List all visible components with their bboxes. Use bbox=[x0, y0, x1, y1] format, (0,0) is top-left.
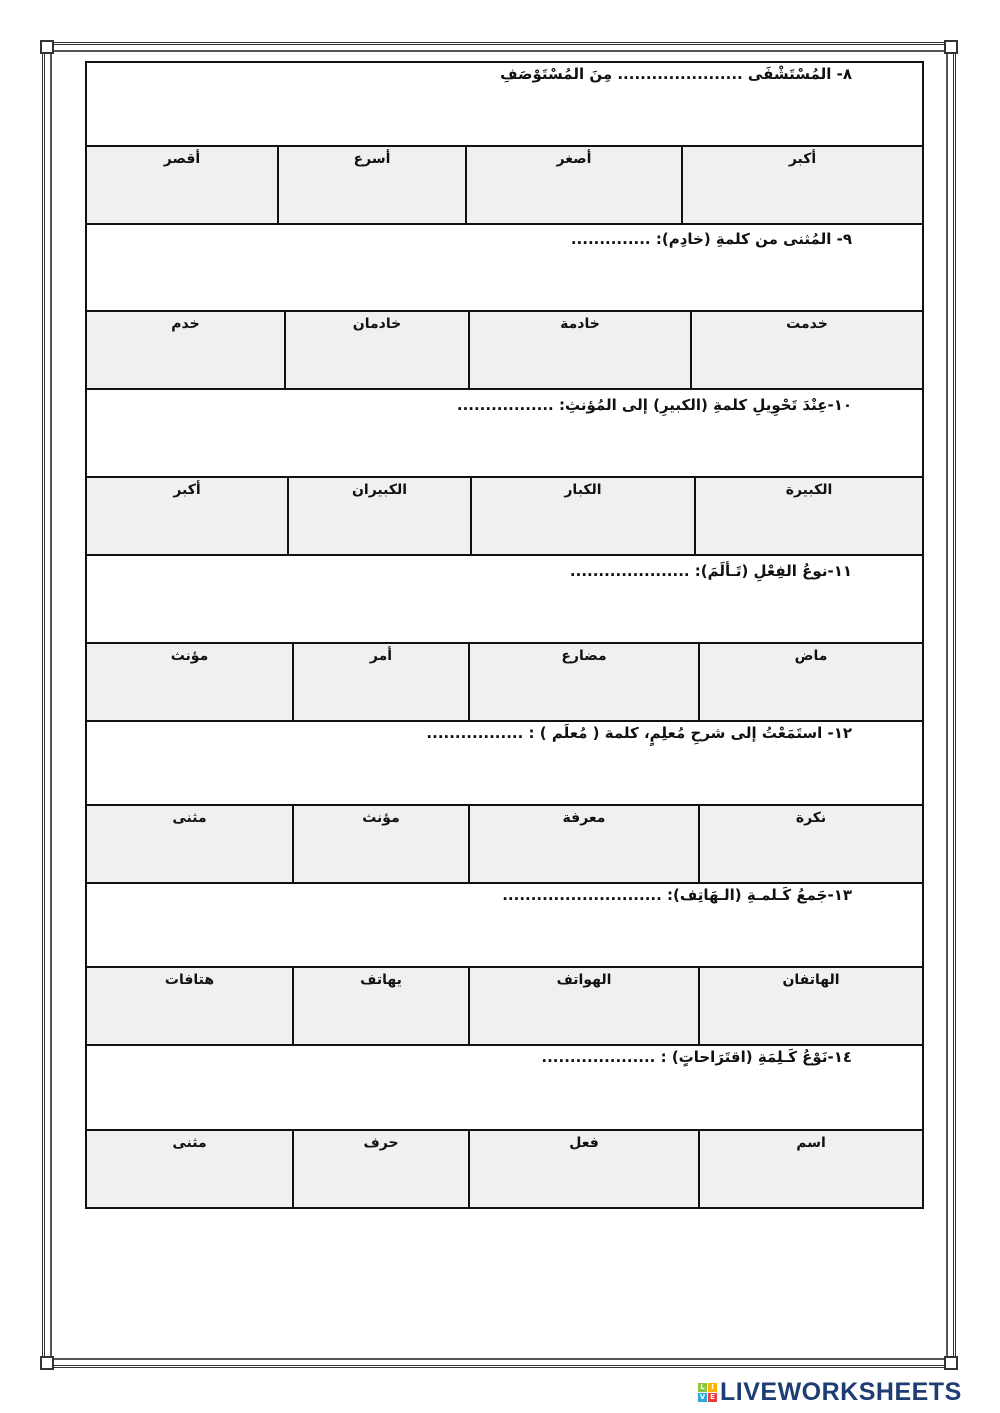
page-border bbox=[42, 42, 956, 1368]
option[interactable]: معرفة bbox=[468, 806, 698, 882]
options-row-11: ماض مضارع أمر مؤنث bbox=[87, 642, 922, 722]
option[interactable]: خادمان bbox=[284, 312, 468, 388]
option[interactable]: مؤنث bbox=[292, 806, 468, 882]
option[interactable]: ماض bbox=[698, 644, 922, 720]
question-14: ١٤-نَوْعُ كَـلِمَةِ (اقتَرَاحاتٍ) : ....… bbox=[87, 1046, 922, 1129]
logo-letter: I bbox=[708, 1383, 717, 1392]
brand-name: LIVEWORKSHEETS bbox=[720, 1378, 962, 1406]
options-row-13: الهاتفان الهواتف يهاتف هتافات bbox=[87, 966, 922, 1046]
option[interactable]: اسم bbox=[698, 1131, 922, 1207]
logo-mark-icon: L I V E bbox=[698, 1383, 717, 1402]
option[interactable]: أسرع bbox=[277, 147, 465, 223]
option[interactable]: أكبر bbox=[681, 147, 922, 223]
logo-letter: L bbox=[698, 1383, 707, 1392]
option[interactable]: مؤنث bbox=[170, 648, 209, 664]
worksheet-table: ٨- المُسْتَشْفَى ...................... … bbox=[85, 61, 924, 1209]
options-row-9: خدمت خادمة خادمان خدم bbox=[87, 310, 922, 390]
option[interactable]: أقصر bbox=[163, 151, 201, 167]
option[interactable]: الكبار bbox=[470, 478, 694, 554]
corner-ornament bbox=[944, 40, 958, 54]
corner-ornament bbox=[944, 1356, 958, 1370]
logo-letter: V bbox=[698, 1393, 707, 1402]
question-9: ٩- المُثنى من كلمةِ (خادِم): ...........… bbox=[87, 228, 922, 311]
question-text: ٨- المُسْتَشْفَى ...................... … bbox=[500, 65, 852, 83]
question-10: ١٠-عِنْدَ تَحْوِيلِ كلمةِ (الكبيرِ) إلى … bbox=[87, 394, 922, 477]
option[interactable]: فعل bbox=[468, 1131, 698, 1207]
liveworksheets-logo: L I V E LIVEWORKSHEETS bbox=[698, 1378, 962, 1407]
option[interactable]: خدم bbox=[171, 316, 200, 332]
question-text: ١٢- استَمَعْتُ إلى شرحِ مُعلِمٍ، كلمة ( … bbox=[426, 724, 852, 742]
question-8: ٨- المُسْتَشْفَى ...................... … bbox=[87, 63, 922, 146]
option[interactable]: الهاتفان bbox=[698, 968, 922, 1044]
options-row-10: الكبيرة الكبار الكبيران أكبر bbox=[87, 476, 922, 556]
question-text: ٩- المُثنى من كلمةِ (خادِم): ...........… bbox=[570, 230, 852, 248]
option[interactable]: الكبيرة bbox=[694, 478, 922, 554]
option[interactable]: أكبر bbox=[173, 482, 201, 498]
option[interactable]: أمر bbox=[292, 644, 468, 720]
question-text: ١٠-عِنْدَ تَحْوِيلِ كلمةِ (الكبيرِ) إلى … bbox=[456, 396, 852, 414]
option[interactable]: هتافات bbox=[164, 972, 215, 988]
question-text: ١٤-نَوْعُ كَـلِمَةِ (اقتَرَاحاتٍ) : ....… bbox=[541, 1048, 852, 1066]
option[interactable]: مثنى bbox=[172, 1135, 207, 1151]
option[interactable]: خادمة bbox=[468, 312, 690, 388]
corner-ornament bbox=[40, 40, 54, 54]
options-row-12: نكرة معرفة مؤنث مثنى bbox=[87, 804, 922, 884]
question-text: ١٣-جَمعُ كَـلمـةِ (الـهَاتِف): .........… bbox=[502, 886, 852, 904]
option[interactable]: الكبيران bbox=[287, 478, 470, 554]
question-text: ١١-نوعُ الفِعْلِ (تَـألَمَ): ...........… bbox=[569, 562, 852, 580]
logo-letter: E bbox=[708, 1393, 717, 1402]
question-11: ١١-نوعُ الفِعْلِ (تَـألَمَ): ...........… bbox=[87, 560, 922, 643]
question-13: ١٣-جَمعُ كَـلمـةِ (الـهَاتِف): .........… bbox=[87, 884, 922, 967]
option[interactable]: مثنى bbox=[172, 810, 207, 826]
options-row-14: اسم فعل حرف مثنى bbox=[87, 1129, 922, 1207]
option[interactable]: نكرة bbox=[698, 806, 922, 882]
option[interactable]: أصغر bbox=[465, 147, 681, 223]
option[interactable]: خدمت bbox=[690, 312, 922, 388]
option[interactable]: مضارع bbox=[468, 644, 698, 720]
corner-ornament bbox=[40, 1356, 54, 1370]
option[interactable]: حرف bbox=[292, 1131, 468, 1207]
question-12: ١٢- استَمَعْتُ إلى شرحِ مُعلِمٍ، كلمة ( … bbox=[87, 722, 922, 805]
option[interactable]: يهاتف bbox=[292, 968, 468, 1044]
options-row-8: أكبر أصغر أسرع أقصر bbox=[87, 145, 922, 225]
page-inner-border bbox=[50, 50, 948, 1360]
option[interactable]: الهواتف bbox=[468, 968, 698, 1044]
